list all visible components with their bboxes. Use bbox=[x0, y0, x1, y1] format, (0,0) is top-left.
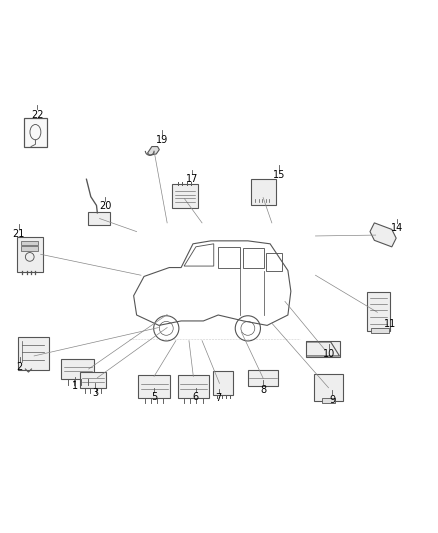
Polygon shape bbox=[138, 375, 170, 398]
Text: 6: 6 bbox=[192, 392, 198, 402]
FancyBboxPatch shape bbox=[172, 184, 197, 208]
FancyBboxPatch shape bbox=[18, 337, 48, 370]
Text: 14: 14 bbox=[390, 223, 403, 233]
FancyBboxPatch shape bbox=[314, 374, 342, 401]
Bar bbox=[212, 371, 232, 395]
Bar bbox=[21, 246, 38, 251]
Bar bbox=[247, 370, 278, 386]
Text: 11: 11 bbox=[383, 319, 395, 329]
Bar bbox=[321, 398, 334, 402]
Text: 21: 21 bbox=[13, 229, 25, 239]
Polygon shape bbox=[147, 147, 159, 155]
Polygon shape bbox=[61, 359, 94, 379]
FancyBboxPatch shape bbox=[251, 179, 276, 205]
Text: 10: 10 bbox=[322, 349, 335, 359]
FancyBboxPatch shape bbox=[88, 212, 110, 224]
Text: 1: 1 bbox=[71, 382, 78, 391]
Bar bbox=[371, 328, 388, 333]
FancyBboxPatch shape bbox=[305, 341, 339, 357]
Polygon shape bbox=[369, 223, 395, 247]
Text: 2: 2 bbox=[17, 362, 23, 372]
Polygon shape bbox=[80, 372, 106, 388]
Text: 3: 3 bbox=[92, 388, 98, 398]
Text: 22: 22 bbox=[31, 110, 43, 120]
Text: 20: 20 bbox=[99, 201, 111, 211]
Text: 7: 7 bbox=[215, 393, 221, 403]
FancyBboxPatch shape bbox=[366, 292, 389, 330]
Text: 5: 5 bbox=[151, 392, 157, 402]
FancyBboxPatch shape bbox=[17, 237, 43, 272]
Text: 9: 9 bbox=[328, 394, 334, 405]
Text: 15: 15 bbox=[272, 170, 284, 180]
Bar bbox=[21, 241, 38, 245]
Text: 17: 17 bbox=[186, 174, 198, 184]
Polygon shape bbox=[177, 375, 208, 398]
Text: 19: 19 bbox=[155, 135, 168, 145]
Text: 8: 8 bbox=[259, 384, 265, 394]
Bar bbox=[24, 118, 47, 147]
